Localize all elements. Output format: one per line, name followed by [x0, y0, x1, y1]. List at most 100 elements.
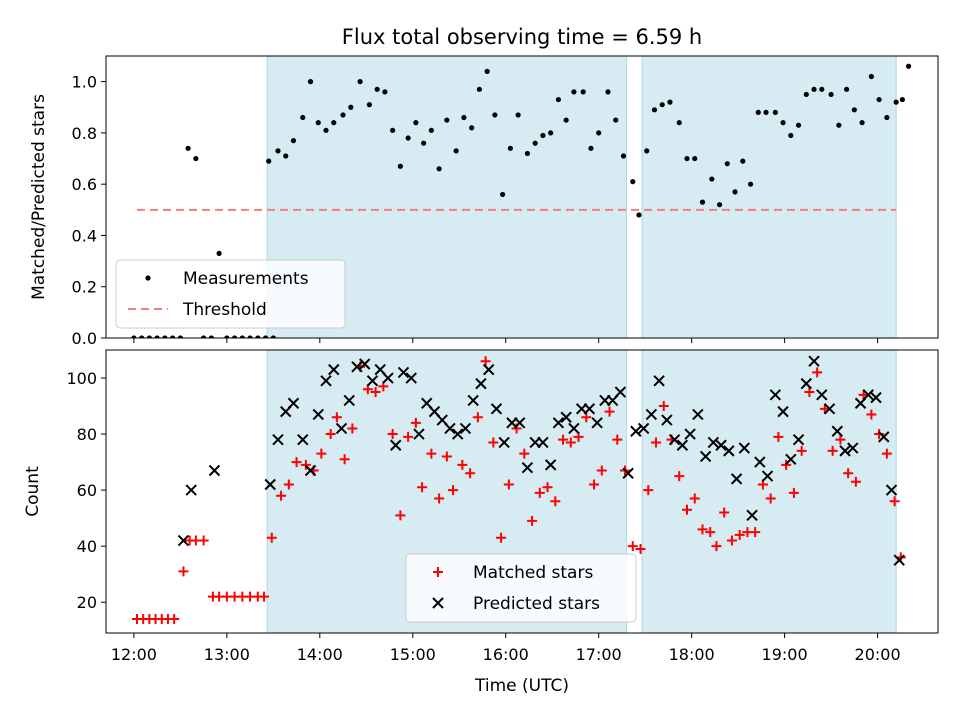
measurement-point	[905, 63, 912, 69]
predicted-point	[304, 464, 317, 477]
predicted-point	[862, 389, 874, 401]
predicted-point	[351, 361, 363, 373]
measurement-point	[154, 335, 160, 338]
matched-point	[827, 445, 838, 456]
matched-point	[503, 479, 514, 490]
matched-point	[395, 510, 406, 521]
axes-frame	[105, 55, 939, 339]
predicted-point	[661, 414, 673, 426]
series-matched-stars	[131, 356, 906, 624]
matched-point	[417, 482, 428, 493]
measurement-point	[428, 127, 434, 133]
matched-point	[719, 507, 730, 518]
matched-point	[874, 429, 885, 440]
measurement-point	[747, 181, 754, 187]
matched-point	[697, 524, 708, 535]
predicted-point	[622, 467, 634, 479]
predicted-point	[614, 386, 627, 398]
predicted-point	[800, 377, 813, 390]
predicted-point	[413, 428, 425, 440]
predicted-point	[792, 433, 805, 446]
predicted-point	[335, 422, 348, 435]
legend-label: Threshold	[182, 300, 267, 320]
measurement-point	[699, 199, 706, 205]
measurement-point	[795, 122, 802, 128]
predicted-point	[754, 456, 766, 468]
measurement-point	[868, 73, 874, 80]
matched-point	[635, 543, 646, 554]
predicted-point	[723, 445, 735, 457]
measurement-point	[201, 335, 207, 338]
x-tick-label: 16:00	[483, 645, 529, 664]
measurement-point	[596, 130, 602, 136]
matched-point	[604, 406, 615, 417]
measurement-point	[405, 135, 411, 141]
predicted-point	[208, 464, 221, 477]
measurement-point	[283, 153, 289, 159]
predicted-point	[177, 534, 190, 547]
matched-point	[689, 493, 700, 504]
axes-frame	[105, 349, 939, 634]
x-axis-label: Time (UTC)	[474, 676, 569, 696]
matched-point	[347, 423, 358, 434]
matched-point	[796, 445, 807, 456]
matched-point	[550, 496, 561, 507]
measurement-point	[667, 99, 673, 105]
measurement-point	[300, 114, 306, 121]
predicted-point	[320, 375, 332, 387]
measurement-point	[620, 153, 627, 159]
predicted-point	[312, 408, 324, 421]
measurement-point	[484, 68, 490, 74]
matched-point	[441, 451, 452, 462]
measurement-point	[563, 117, 569, 123]
measurement-point	[331, 120, 337, 126]
matched-point	[643, 485, 654, 496]
measurement-point	[247, 335, 253, 338]
x-tick-label: 13:00	[204, 645, 250, 664]
predicted-point	[382, 372, 394, 384]
predicted-point	[645, 408, 658, 421]
matched-point	[465, 468, 476, 479]
matched-point	[339, 454, 350, 465]
observing-window-span	[641, 56, 897, 338]
matched-point	[331, 412, 342, 423]
predicted-point	[568, 422, 580, 435]
measurement-point	[315, 120, 321, 126]
predicted-point	[287, 397, 300, 409]
measurement-point	[724, 161, 730, 167]
matched-point	[589, 479, 600, 490]
measurement-point	[899, 96, 905, 103]
matched-point	[881, 448, 892, 459]
predicted-point	[537, 436, 549, 449]
predicted-point	[482, 363, 495, 376]
measurement-point	[131, 335, 137, 338]
matched-point	[527, 515, 538, 526]
matched-point	[843, 468, 854, 479]
plot-area-0	[131, 56, 912, 338]
measurement-point	[851, 107, 857, 113]
y-axis-label: Matched/Predicted stars	[29, 94, 49, 300]
measurement-point	[453, 148, 459, 154]
legend-predicted-swatch	[432, 597, 444, 609]
predicted-point	[893, 554, 905, 566]
measurement-point	[843, 86, 850, 92]
matched-point	[496, 532, 507, 543]
matched-point	[765, 493, 776, 504]
predicted-point	[878, 431, 890, 443]
predicted-point	[359, 358, 371, 370]
measurement-point	[755, 109, 761, 115]
matched-point	[426, 448, 437, 459]
predicted-point	[761, 470, 774, 482]
matched-point	[198, 535, 209, 546]
measurement-point	[255, 335, 261, 338]
legend-label: Predicted stars	[473, 594, 600, 614]
matched-point	[850, 476, 861, 487]
measurement-point	[170, 335, 176, 338]
predicted-point	[521, 461, 534, 474]
matched-point	[711, 541, 722, 552]
measurement-point	[732, 189, 738, 195]
matched-point	[488, 437, 499, 448]
measurement-point	[803, 91, 809, 98]
